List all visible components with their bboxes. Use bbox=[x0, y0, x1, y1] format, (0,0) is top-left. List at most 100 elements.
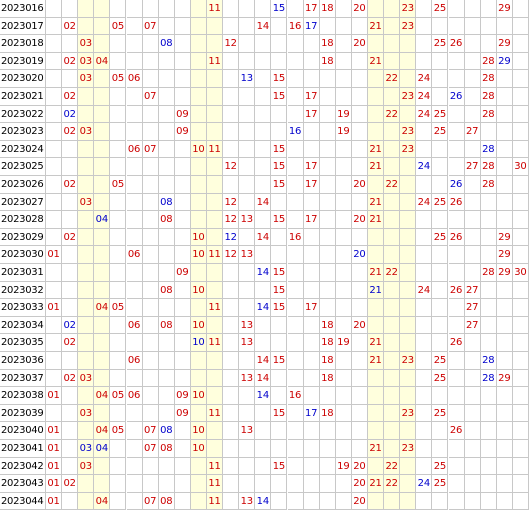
red-number: 14 bbox=[255, 352, 272, 370]
empty-cell bbox=[223, 387, 240, 405]
empty-cell bbox=[142, 352, 159, 370]
empty-cell bbox=[126, 404, 143, 423]
empty-cell bbox=[384, 228, 401, 247]
empty-cell bbox=[110, 440, 127, 458]
red-number: 12 bbox=[223, 35, 240, 53]
empty-cell bbox=[94, 17, 111, 36]
red-number: 29 bbox=[496, 264, 513, 282]
empty-cell bbox=[368, 0, 385, 18]
empty-cell bbox=[78, 475, 95, 493]
red-number: 29 bbox=[496, 35, 513, 53]
empty-cell bbox=[94, 0, 111, 18]
empty-cell bbox=[190, 0, 207, 18]
blue-number: 02 bbox=[62, 316, 79, 335]
blue-number: 13 bbox=[239, 70, 256, 88]
issue-number: 2023017 bbox=[0, 17, 46, 36]
empty-cell bbox=[512, 105, 529, 124]
empty-cell bbox=[303, 387, 320, 405]
empty-cell bbox=[174, 35, 191, 53]
empty-cell bbox=[223, 422, 240, 440]
red-number: 03 bbox=[78, 369, 95, 388]
empty-cell bbox=[416, 176, 433, 194]
empty-cell bbox=[432, 158, 449, 176]
empty-cell bbox=[62, 387, 79, 405]
empty-cell bbox=[432, 334, 449, 352]
issue-number: 2023028 bbox=[0, 211, 46, 229]
empty-cell bbox=[496, 334, 513, 352]
red-number: 11 bbox=[207, 457, 224, 476]
empty-cell bbox=[174, 70, 191, 88]
empty-cell bbox=[496, 211, 513, 229]
empty-cell bbox=[303, 70, 320, 88]
empty-cell bbox=[335, 35, 352, 53]
empty-cell bbox=[480, 123, 497, 141]
blue-number: 14 bbox=[255, 264, 272, 282]
empty-cell bbox=[496, 457, 513, 476]
empty-cell bbox=[46, 70, 63, 88]
empty-cell bbox=[207, 70, 224, 88]
empty-cell bbox=[110, 264, 127, 282]
empty-cell bbox=[158, 105, 175, 124]
empty-cell bbox=[351, 228, 368, 247]
empty-cell bbox=[174, 281, 191, 300]
empty-cell bbox=[190, 52, 207, 71]
red-number: 21 bbox=[368, 475, 385, 493]
empty-cell bbox=[303, 52, 320, 71]
red-number: 21 bbox=[368, 352, 385, 370]
empty-cell bbox=[480, 35, 497, 53]
empty-cell bbox=[174, 246, 191, 264]
empty-cell bbox=[126, 0, 143, 18]
empty-cell bbox=[239, 123, 256, 141]
empty-cell bbox=[255, 422, 272, 440]
empty-cell bbox=[239, 193, 256, 212]
empty-cell bbox=[174, 440, 191, 458]
empty-cell bbox=[287, 0, 304, 18]
empty-cell bbox=[512, 369, 529, 388]
empty-cell bbox=[158, 52, 175, 71]
empty-cell bbox=[207, 264, 224, 282]
empty-cell bbox=[512, 334, 529, 352]
empty-cell bbox=[110, 105, 127, 124]
empty-cell bbox=[78, 352, 95, 370]
empty-cell bbox=[62, 0, 79, 18]
red-number: 18 bbox=[319, 404, 336, 423]
red-number: 03 bbox=[78, 70, 95, 88]
red-number: 25 bbox=[432, 457, 449, 476]
empty-cell bbox=[255, 52, 272, 71]
empty-cell bbox=[190, 158, 207, 176]
empty-cell bbox=[223, 105, 240, 124]
empty-cell bbox=[335, 264, 352, 282]
empty-cell bbox=[223, 316, 240, 335]
empty-cell bbox=[432, 246, 449, 264]
empty-cell bbox=[126, 193, 143, 212]
empty-cell bbox=[464, 457, 481, 476]
red-number: 19 bbox=[335, 123, 352, 141]
empty-cell bbox=[110, 228, 127, 247]
empty-cell bbox=[190, 70, 207, 88]
red-number: 11 bbox=[207, 404, 224, 423]
empty-cell bbox=[110, 140, 127, 159]
red-number: 24 bbox=[416, 88, 433, 106]
red-number: 25 bbox=[432, 123, 449, 141]
blue-number: 04 bbox=[94, 440, 111, 458]
blue-number: 14 bbox=[255, 299, 272, 317]
red-number: 25 bbox=[432, 105, 449, 124]
red-number: 20 bbox=[351, 475, 368, 493]
empty-cell bbox=[400, 475, 417, 493]
red-number: 08 bbox=[158, 440, 175, 458]
empty-cell bbox=[400, 299, 417, 317]
red-number: 07 bbox=[142, 440, 159, 458]
empty-cell bbox=[239, 105, 256, 124]
empty-cell bbox=[303, 369, 320, 388]
empty-cell bbox=[46, 52, 63, 71]
empty-cell bbox=[335, 475, 352, 493]
blue-number: 10 bbox=[190, 334, 207, 352]
empty-cell bbox=[78, 246, 95, 264]
red-number: 19 bbox=[335, 457, 352, 476]
red-number: 18 bbox=[319, 352, 336, 370]
empty-cell bbox=[174, 422, 191, 440]
empty-cell bbox=[142, 281, 159, 300]
empty-cell bbox=[271, 193, 288, 212]
empty-cell bbox=[416, 316, 433, 335]
empty-cell bbox=[158, 88, 175, 106]
